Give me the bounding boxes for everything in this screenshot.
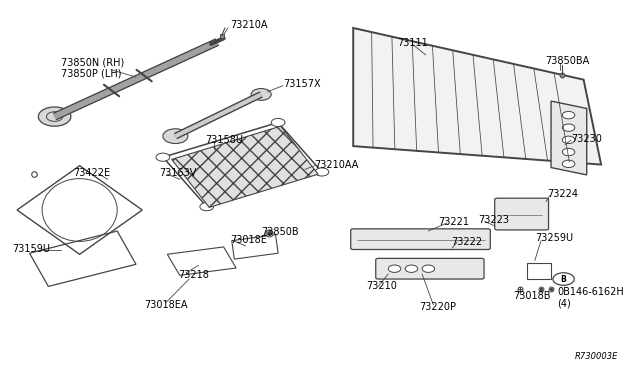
Circle shape (315, 168, 329, 176)
Text: 73850B: 73850B (261, 227, 299, 237)
Text: 73220P: 73220P (420, 302, 456, 312)
Text: 73158U: 73158U (205, 135, 243, 145)
Text: B: B (561, 275, 566, 283)
Text: 73230: 73230 (571, 134, 602, 144)
FancyBboxPatch shape (495, 198, 548, 230)
Circle shape (251, 89, 271, 100)
Polygon shape (551, 101, 587, 175)
Text: 73850N (RH)
73850P (LH): 73850N (RH) 73850P (LH) (61, 57, 124, 78)
Text: 73223: 73223 (479, 215, 509, 225)
Polygon shape (353, 28, 601, 164)
Text: 0B146-6162H
(4): 0B146-6162H (4) (557, 287, 624, 308)
FancyBboxPatch shape (376, 259, 484, 279)
Text: 73850BA: 73850BA (545, 56, 589, 66)
Circle shape (156, 153, 170, 161)
Text: 73018E: 73018E (230, 234, 267, 244)
Text: 73218: 73218 (178, 270, 209, 280)
Text: 73210AA: 73210AA (314, 160, 359, 170)
Text: 73422E: 73422E (74, 168, 111, 178)
Text: 73224: 73224 (547, 189, 579, 199)
Circle shape (422, 265, 435, 272)
Circle shape (388, 265, 401, 272)
Text: 73210: 73210 (365, 282, 397, 291)
Text: 73221: 73221 (438, 217, 469, 227)
Circle shape (563, 160, 575, 167)
Text: 73222: 73222 (451, 237, 482, 247)
Circle shape (563, 112, 575, 119)
Circle shape (405, 265, 418, 272)
Text: 73159U: 73159U (13, 244, 51, 254)
Text: 73157X: 73157X (283, 80, 321, 89)
Circle shape (200, 203, 214, 211)
Text: 73163V: 73163V (159, 168, 196, 178)
Circle shape (38, 107, 71, 126)
Text: 73259U: 73259U (535, 233, 573, 243)
Circle shape (163, 129, 188, 144)
Text: 73018EA: 73018EA (144, 300, 188, 310)
FancyBboxPatch shape (351, 229, 490, 250)
Polygon shape (172, 126, 318, 208)
Text: 73111: 73111 (397, 38, 428, 48)
Text: R730003E: R730003E (575, 352, 618, 361)
Text: 73018B: 73018B (513, 291, 551, 301)
Circle shape (271, 118, 285, 126)
Circle shape (563, 136, 575, 144)
Circle shape (563, 124, 575, 131)
Text: 73210A: 73210A (230, 20, 268, 31)
Circle shape (563, 148, 575, 156)
